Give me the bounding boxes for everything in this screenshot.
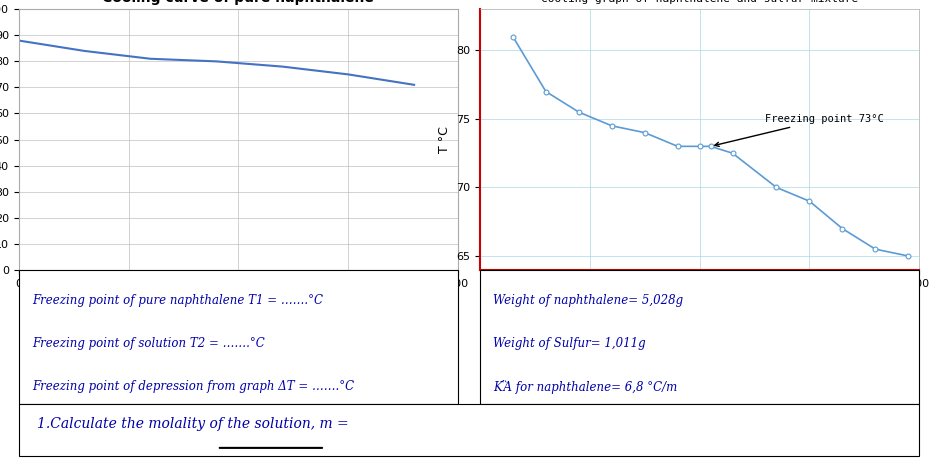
FancyBboxPatch shape: [480, 270, 919, 404]
Text: Weight of naphthalene= 5,028g: Weight of naphthalene= 5,028g: [493, 294, 683, 307]
X-axis label: Time, t (second): Time, t (second): [188, 295, 290, 308]
Temperature (°C): [408, 82, 419, 87]
Temperature (°C): [277, 64, 288, 69]
Text: Freezing point of pure naphthalene T1 = …….°C: Freezing point of pure naphthalene T1 = …: [32, 294, 323, 307]
FancyBboxPatch shape: [19, 270, 458, 404]
Temperature (°C): [342, 72, 354, 77]
Text: Freezing point of solution T2 = …….°C: Freezing point of solution T2 = …….°C: [32, 337, 265, 350]
Text: Freezing point of depression from graph ΔT = …….°C: Freezing point of depression from graph …: [32, 379, 354, 392]
Text: 1.Calculate the molality of the solution, m =: 1.Calculate the molality of the solution…: [37, 418, 348, 432]
Line: Temperature (°C): Temperature (°C): [19, 40, 414, 85]
Y-axis label: T °C: T °C: [438, 126, 450, 153]
Text: Weight of Sulfur= 1,011g: Weight of Sulfur= 1,011g: [493, 337, 645, 350]
Legend: Temperature (°C): Temperature (°C): [532, 131, 651, 148]
Temperature (°C): [79, 48, 90, 54]
Text: Freezing point 73°C: Freezing point 73°C: [715, 114, 885, 146]
Title: Cooling graph of naphthalene and sulfur mixture: Cooling graph of naphthalene and sulfur …: [541, 0, 858, 4]
FancyBboxPatch shape: [19, 404, 919, 456]
Title: Cooling curve of pure naphthalene: Cooling curve of pure naphthalene: [102, 0, 374, 6]
X-axis label: t (s): t (s): [687, 295, 712, 308]
Temperature (°C): [13, 38, 24, 43]
Text: KἋ for naphthalene= 6,8 °C/m: KἋ for naphthalene= 6,8 °C/m: [493, 379, 677, 393]
Temperature (°C): [211, 59, 222, 64]
Temperature (°C): [144, 56, 156, 61]
